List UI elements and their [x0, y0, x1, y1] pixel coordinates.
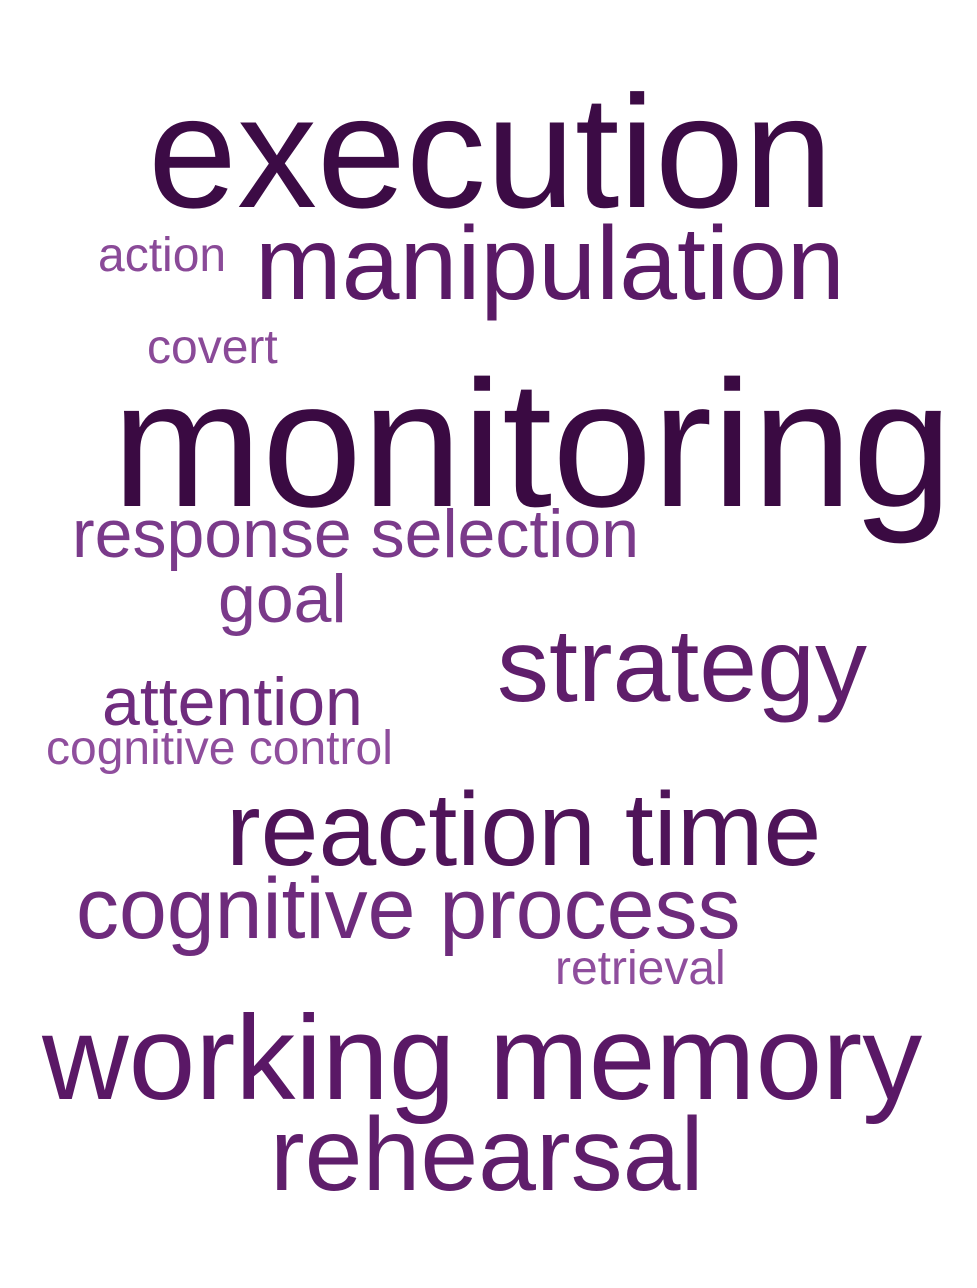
word-cognitive-control: cognitive control	[46, 722, 393, 775]
word-retrieval: retrieval	[555, 942, 726, 995]
word-cognitive-process: cognitive process	[76, 861, 741, 957]
word-attention: attention	[102, 664, 363, 740]
word-working-memory: working memory	[42, 991, 923, 1125]
word-monitoring: monitoring	[112, 344, 953, 545]
word-execution: execution	[148, 62, 833, 241]
word-reaction-time: reaction time	[226, 772, 822, 888]
word-response-selection: response selection	[72, 496, 640, 572]
word-goal: goal	[218, 561, 347, 637]
word-strategy: strategy	[497, 608, 867, 724]
word-manipulation: manipulation	[255, 206, 845, 322]
word-rehearsal: rehearsal	[270, 1097, 704, 1213]
word-action: action	[98, 229, 227, 282]
word-covert: covert	[147, 321, 278, 374]
